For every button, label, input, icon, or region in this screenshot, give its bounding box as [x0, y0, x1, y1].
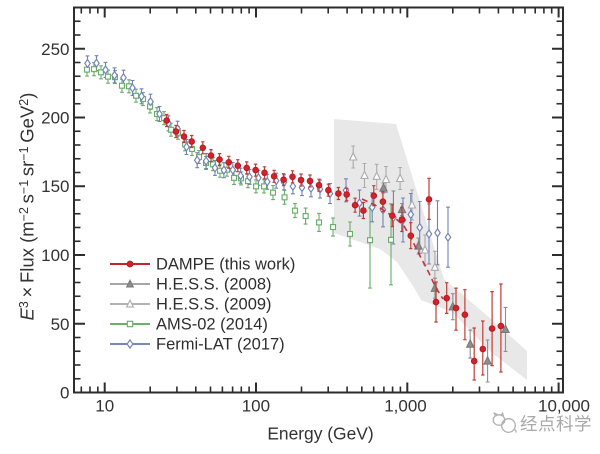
svg-text:经点科学: 经点科学	[520, 414, 592, 434]
svg-text:AMS-02 (2014): AMS-02 (2014)	[156, 316, 268, 334]
svg-text:200: 200	[41, 109, 69, 128]
svg-text:10: 10	[95, 397, 114, 416]
svg-text:1,000: 1,000	[384, 397, 427, 416]
svg-text:Energy (GeV): Energy (GeV)	[267, 424, 373, 444]
svg-text:100: 100	[41, 246, 69, 265]
svg-text:150: 150	[41, 177, 69, 196]
svg-text:H.E.S.S. (2008): H.E.S.S. (2008)	[156, 276, 272, 294]
svg-text:100: 100	[242, 397, 270, 416]
svg-text:250: 250	[41, 40, 69, 59]
svg-text:50: 50	[51, 315, 70, 334]
svg-text:DAMPE (this work): DAMPE (this work)	[156, 256, 295, 274]
svg-text:10,000: 10,000	[538, 397, 590, 416]
svg-text:H.E.S.S. (2009): H.E.S.S. (2009)	[156, 296, 272, 314]
svg-text:E3 × Flux (m−2 s−1 sr−1 GeV2): E3 × Flux (m−2 s−1 sr−1 GeV2)	[17, 93, 38, 321]
svg-text:0: 0	[60, 384, 69, 403]
svg-text:Fermi-LAT (2017): Fermi-LAT (2017)	[156, 336, 285, 354]
